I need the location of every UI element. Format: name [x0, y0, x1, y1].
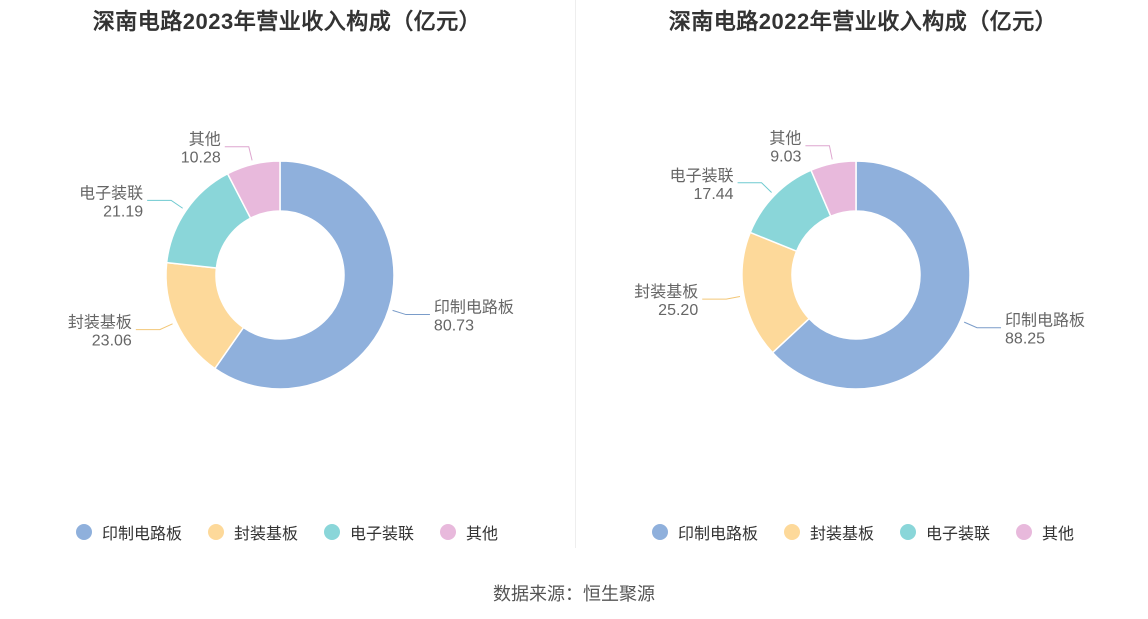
legend-swatch — [75, 524, 92, 540]
leader-line-assembly — [737, 182, 772, 193]
slice-value-label: 9.03 — [770, 149, 801, 166]
chart-title: 深南电路2022年营业收入构成（亿元） — [668, 9, 1058, 34]
legend-item-pcb[interactable]: 印制电路板 — [75, 520, 182, 544]
legend-item-other[interactable]: 其他 — [1016, 520, 1074, 544]
slice-value-label: 17.44 — [694, 186, 734, 203]
legend-label: 封装基板 — [233, 526, 298, 543]
slice-category-label: 印制电路板 — [434, 299, 514, 317]
legend-label: 印制电路板 — [677, 526, 758, 543]
slice-category-label: 其他 — [769, 130, 801, 148]
leader-line-substrate — [702, 296, 741, 300]
leader-line-assembly — [147, 199, 183, 209]
slice-other[interactable] — [226, 160, 281, 220]
leader-line-substrate — [135, 323, 173, 331]
legend-item-substrate[interactable]: 封装基板 — [783, 520, 874, 544]
chart-legend: 印制电路板 封装基板 电子装联 其他 — [0, 520, 574, 544]
slice-category-label: 封装基板 — [68, 314, 132, 332]
legend-label: 印制电路板 — [101, 526, 182, 543]
slice-category-label: 其他 — [189, 131, 221, 149]
slice-other[interactable] — [810, 160, 857, 218]
legend-label: 电子装联 — [926, 526, 991, 543]
panel-divider — [575, 0, 576, 548]
slice-category-label: 电子装联 — [670, 167, 734, 185]
chart-panel-2022: 深南电路2022年营业收入构成（亿元） 印制电路板 88.25 封装基板 25.20 电… — [576, 0, 1148, 560]
slice-value-label: 23.06 — [92, 333, 132, 350]
legend-item-assembly[interactable]: 电子装联 — [900, 520, 990, 544]
legend-item-other[interactable]: 其他 — [440, 520, 498, 544]
chart-title: 深南电路2023年营业收入构成（亿元） — [92, 9, 482, 34]
legend-item-pcb[interactable]: 印制电路板 — [651, 520, 758, 544]
legend-item-assembly[interactable]: 电子装联 — [324, 520, 414, 544]
legend-label: 电子装联 — [350, 526, 415, 543]
slice-pcb[interactable] — [213, 160, 395, 390]
leader-line-other — [805, 145, 833, 160]
legend-label: 封装基板 — [809, 526, 874, 543]
legend-swatch — [324, 524, 340, 540]
slice-category-label: 封装基板 — [634, 283, 698, 301]
legend-item-substrate[interactable]: 封装基板 — [207, 520, 298, 544]
legend-swatch — [1016, 524, 1033, 540]
legend-swatch — [207, 524, 224, 540]
slice-category-label: 电子装联 — [79, 184, 143, 202]
leader-line-pcb — [392, 309, 430, 316]
slice-value-label: 80.73 — [434, 318, 474, 335]
leader-line-pcb — [963, 321, 1002, 329]
legend-swatch — [651, 524, 668, 540]
chart-legend: 印制电路板 封装基板 电子装联 其他 — [576, 520, 1148, 544]
leader-line-other — [224, 146, 253, 161]
slice-value-label: 21.19 — [103, 203, 143, 220]
legend-swatch — [900, 524, 916, 540]
slice-value-label: 25.20 — [658, 302, 698, 319]
slice-value-label: 10.28 — [181, 150, 221, 167]
chart-panel-2023: 深南电路2023年营业收入构成（亿元） 印制电路板 80.73 封装基板 23.06 电… — [0, 0, 574, 560]
slice-category-label: 印制电路板 — [1005, 312, 1085, 330]
legend-label: 其他 — [1042, 526, 1075, 543]
data-source-note: 数据来源：恒生聚源 — [493, 584, 655, 604]
slice-value-label: 88.25 — [1005, 331, 1045, 348]
legend-label: 其他 — [466, 526, 499, 543]
legend-swatch — [440, 524, 457, 540]
slice-pcb[interactable] — [771, 160, 971, 390]
legend-swatch — [783, 524, 800, 540]
